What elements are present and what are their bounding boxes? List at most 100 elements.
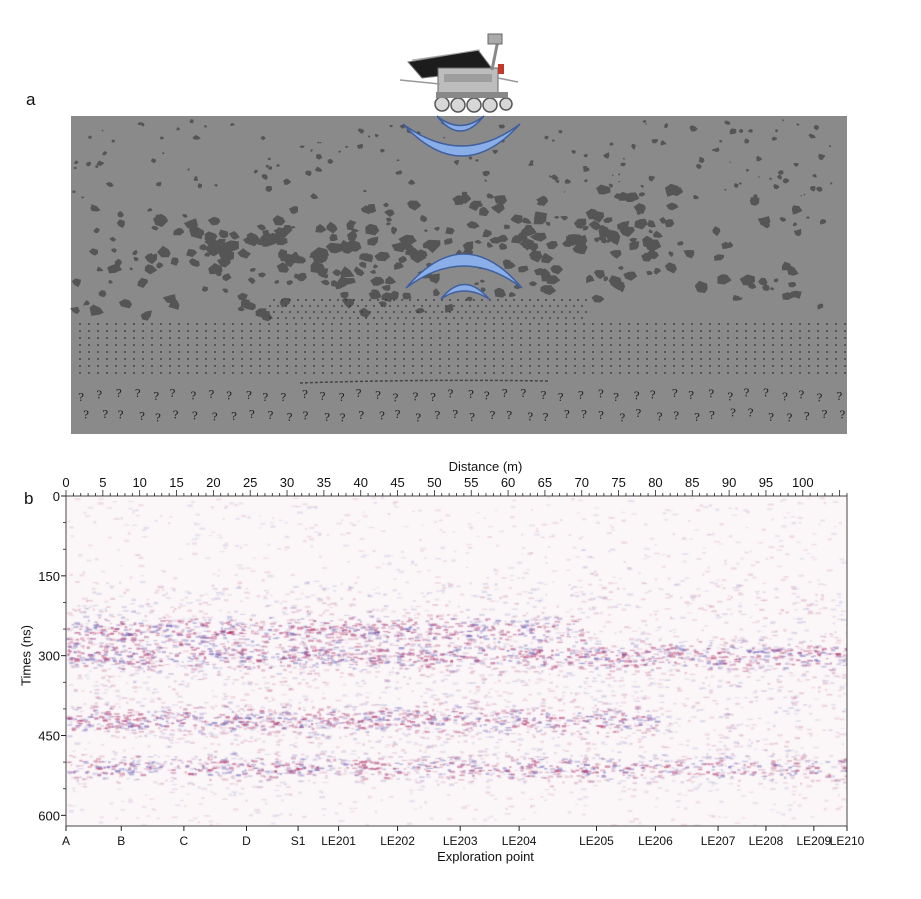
regolith-dot bbox=[349, 344, 351, 346]
rock-fragment bbox=[365, 223, 380, 236]
regolith-dot bbox=[601, 358, 603, 360]
regolith-dot bbox=[97, 365, 99, 367]
regolith-dot bbox=[691, 330, 693, 332]
question-mark: ? bbox=[598, 409, 604, 422]
question-mark: ? bbox=[192, 409, 198, 422]
regolith-dot bbox=[106, 358, 108, 360]
regolith-dot bbox=[502, 365, 504, 367]
regolith-dot bbox=[718, 372, 720, 374]
regolith-dot bbox=[413, 317, 415, 319]
regolith-dot bbox=[394, 351, 396, 353]
regolith-dot bbox=[169, 344, 171, 346]
question-mark: ? bbox=[262, 391, 268, 404]
rock-fragment bbox=[773, 278, 779, 283]
regolith-dot bbox=[304, 372, 306, 374]
regolith-dot bbox=[169, 372, 171, 374]
question-mark: ? bbox=[452, 408, 458, 421]
regolith-dot bbox=[115, 323, 117, 325]
rock-fragment bbox=[460, 193, 472, 204]
layer-boundary bbox=[299, 379, 551, 384]
regolith-dot bbox=[178, 344, 180, 346]
regolith-dot bbox=[655, 372, 657, 374]
regolith-dot bbox=[124, 323, 126, 325]
regolith-dot bbox=[268, 323, 270, 325]
rock-fragment bbox=[486, 193, 494, 199]
regolith-dot bbox=[232, 337, 234, 339]
regolith-dot bbox=[799, 365, 801, 367]
regolith-dot bbox=[457, 311, 459, 313]
regolith-dot bbox=[457, 372, 459, 374]
regolith-dot bbox=[329, 311, 331, 313]
regolith-dot bbox=[481, 311, 483, 313]
regolith-dot bbox=[448, 365, 450, 367]
regolith-dot bbox=[277, 323, 279, 325]
regolith-dot bbox=[178, 330, 180, 332]
regolith-dot bbox=[553, 311, 555, 313]
regolith-dot bbox=[619, 330, 621, 332]
regolith-dot bbox=[286, 358, 288, 360]
x-tick-label: 25 bbox=[243, 475, 257, 490]
regolith-dot bbox=[646, 337, 648, 339]
regolith-dot bbox=[160, 351, 162, 353]
regolith-dot bbox=[835, 351, 837, 353]
regolith-dot bbox=[727, 337, 729, 339]
x-tick-label: 55 bbox=[464, 475, 478, 490]
regolith-dot bbox=[281, 311, 283, 313]
rock-fragment bbox=[358, 307, 371, 318]
rock-fragment bbox=[588, 220, 602, 231]
regolith-dot bbox=[520, 358, 522, 360]
rock-fragment bbox=[325, 242, 342, 254]
regolith-dot bbox=[610, 337, 612, 339]
regolith-dot bbox=[525, 305, 527, 307]
question-mark: ? bbox=[578, 389, 584, 402]
regolith-dot bbox=[501, 305, 503, 307]
rock-fragment bbox=[408, 179, 416, 185]
rock-fragment bbox=[623, 271, 638, 281]
regolith-dot bbox=[709, 351, 711, 353]
regolith-dot bbox=[549, 305, 551, 307]
y-tick-label: 450 bbox=[38, 729, 60, 744]
regolith-dot bbox=[433, 311, 435, 313]
regolith-dot bbox=[583, 358, 585, 360]
regolith-dot bbox=[241, 323, 243, 325]
x-tick-label: 10 bbox=[132, 475, 146, 490]
regolith-dot bbox=[655, 351, 657, 353]
regolith-dot bbox=[88, 323, 90, 325]
regolith-dot bbox=[142, 323, 144, 325]
rock-fragment bbox=[261, 173, 268, 180]
rock-fragment bbox=[593, 269, 605, 279]
rock-fragment bbox=[358, 261, 367, 269]
regolith-dot bbox=[502, 344, 504, 346]
question-mark: ? bbox=[635, 407, 641, 420]
regolith-dot bbox=[250, 372, 252, 374]
rock-fragment bbox=[111, 248, 117, 253]
regolith-dot bbox=[664, 372, 666, 374]
regolith-dot bbox=[232, 372, 234, 374]
regolith-dot bbox=[835, 358, 837, 360]
rock-fragment bbox=[475, 159, 479, 162]
rock-fragment bbox=[317, 249, 328, 263]
rock-fragment bbox=[265, 185, 273, 193]
regolith-dot bbox=[565, 344, 567, 346]
question-mark: ? bbox=[688, 389, 694, 402]
rock-fragment bbox=[372, 264, 379, 269]
regolith-dot bbox=[151, 330, 153, 332]
regolith-dot bbox=[268, 337, 270, 339]
regolith-dot bbox=[718, 351, 720, 353]
regolith-dot bbox=[529, 323, 531, 325]
regolith-dot bbox=[745, 344, 747, 346]
regolith-dot bbox=[637, 337, 639, 339]
regolith-dot bbox=[700, 337, 702, 339]
regolith-dot bbox=[745, 337, 747, 339]
regolith-dot bbox=[465, 311, 467, 313]
regolith-dot bbox=[367, 372, 369, 374]
rock-fragment bbox=[603, 217, 613, 223]
regolith-dot bbox=[322, 358, 324, 360]
rock-fragment bbox=[544, 135, 549, 140]
regolith-dot bbox=[484, 351, 486, 353]
rock-fragment bbox=[305, 170, 312, 177]
regolith-dot bbox=[477, 317, 479, 319]
regolith-dot bbox=[718, 344, 720, 346]
regolith-dot bbox=[736, 365, 738, 367]
regolith-dot bbox=[421, 344, 423, 346]
